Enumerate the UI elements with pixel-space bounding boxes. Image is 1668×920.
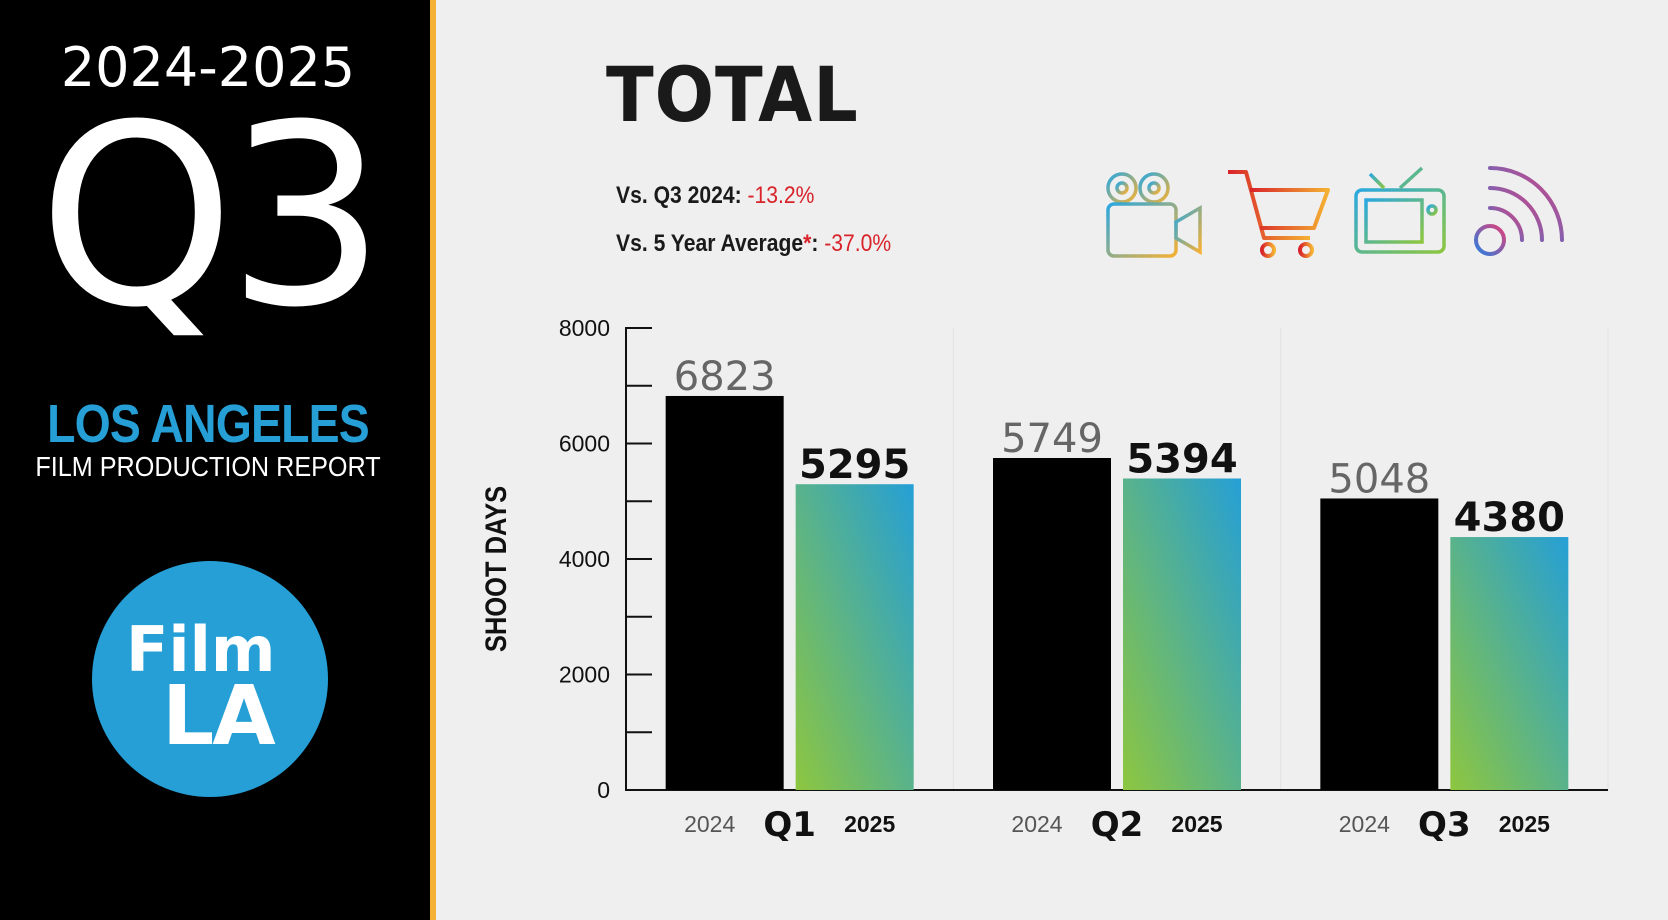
x-series-label-2024: 2024 [1339, 811, 1390, 837]
bar-2024-Q1 [665, 395, 784, 790]
x-series-label-2025: 2025 [1499, 811, 1550, 837]
report-quarter: Q3 [38, 71, 386, 362]
comparison-prior-year: Vs. Q3 2024: -13.2% [616, 182, 814, 210]
comparison-five-year-asterisk: * [803, 230, 812, 257]
page-title: TOTAL [606, 50, 859, 139]
y-tick-label: 6000 [559, 431, 610, 457]
x-category-label: Q1 [763, 805, 816, 845]
data-label-2024-Q3: 5048 [1328, 456, 1430, 502]
production-type-icons [1106, 166, 1564, 258]
comparison-five-year-colon: : [811, 230, 825, 257]
bar-2025-Q3 [1450, 537, 1569, 790]
logo-text-film: Film [126, 613, 276, 686]
bar-2025-Q1 [795, 484, 914, 790]
x-series-label-2024: 2024 [1011, 811, 1062, 837]
x-series-label-2024: 2024 [684, 811, 735, 837]
city-name: LOS ANGELES [47, 394, 370, 454]
y-tick-label: 0 [597, 777, 610, 803]
y-tick-label: 4000 [559, 546, 610, 572]
x-series-label-2025: 2025 [1171, 811, 1222, 837]
television-icon [1354, 166, 1446, 254]
comparison-prior-year-label: Vs. Q3 2024: [616, 182, 748, 209]
comparison-five-year-label: Vs. 5 Year Average [616, 230, 804, 257]
data-label-2025-Q2: 5394 [1126, 436, 1237, 482]
report-years: 2024-2025 [60, 36, 356, 99]
data-label-2024-Q2: 5749 [1001, 416, 1103, 462]
bar-2024-Q2 [993, 457, 1111, 790]
comparison-five-year-value: -37.0% [824, 230, 892, 257]
data-label-2025-Q3: 4380 [1454, 495, 1565, 541]
film-camera-icon [1106, 172, 1202, 258]
bar-2024-Q3 [1320, 498, 1439, 790]
report-name: FILM PRODUCTION REPORT [35, 451, 381, 482]
filmla-logo: Film LA [92, 561, 328, 797]
bar-2025-Q2 [1123, 478, 1241, 790]
data-label-2024-Q1: 6823 [674, 354, 776, 400]
logo-text-la: LA [162, 669, 276, 764]
x-series-label-2025: 2025 [844, 811, 895, 837]
sidebar: 2024-2025 Q3 LOS ANGELES FILM PRODUCTION… [0, 0, 430, 920]
y-tick-label: 8000 [559, 315, 610, 341]
comparison-five-year: Vs. 5 Year Average*: -37.0% [616, 230, 891, 258]
y-tick-label: 2000 [559, 662, 610, 688]
streaming-signal-icon [1474, 166, 1564, 256]
y-axis-title: SHOOT DAYS [479, 486, 512, 652]
shoot-days-chart: 0 2000 4000 6000 8000 SHOOT DAYS 6823 5295 2024 Q… [479, 315, 1609, 845]
x-category-label: Q3 [1418, 805, 1471, 845]
data-label-2025-Q1: 5295 [799, 442, 910, 488]
shopping-cart-icon [1228, 170, 1330, 258]
comparison-prior-year-value: -13.2% [747, 182, 815, 209]
accent-divider [430, 0, 436, 920]
x-category-label: Q2 [1091, 805, 1144, 845]
